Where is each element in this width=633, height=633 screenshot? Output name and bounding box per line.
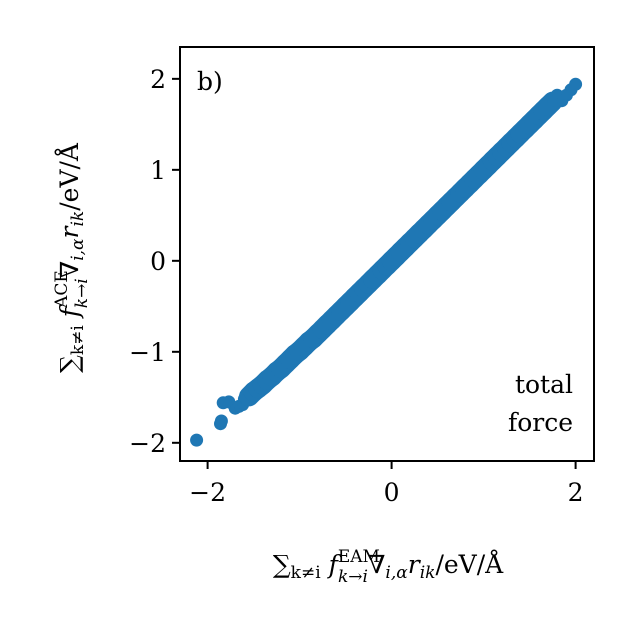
x-tick-label: 0 (384, 478, 400, 507)
x-tick-label: −2 (189, 478, 226, 507)
data-band-segment (566, 79, 581, 95)
y-axis-label: ∑k≠i fACEk→i∇i,αrik/eV/Å (52, 142, 92, 373)
panel-label: b) (197, 67, 223, 96)
y-tick-label: −2 (129, 429, 166, 458)
y-tick-label: 2 (150, 65, 166, 94)
x-axis-label: ∑k≠i fEAM k→i∇i,αrik/eV/Å (273, 547, 504, 587)
annotation-line-2: force (508, 408, 573, 437)
data-point (190, 433, 204, 447)
x-tick-label: 2 (568, 478, 584, 507)
x-axis: −2 0 2 (189, 461, 584, 507)
data-points (190, 77, 583, 447)
data-band-segment (215, 416, 227, 429)
plot-frame (179, 46, 595, 462)
y-tick-label: −1 (129, 338, 166, 367)
y-tick-label: 0 (150, 247, 166, 276)
y-tick-label: 1 (150, 156, 166, 185)
annotation-line-1: total (515, 370, 573, 399)
y-axis: −2 −1 0 1 2 (129, 65, 180, 458)
